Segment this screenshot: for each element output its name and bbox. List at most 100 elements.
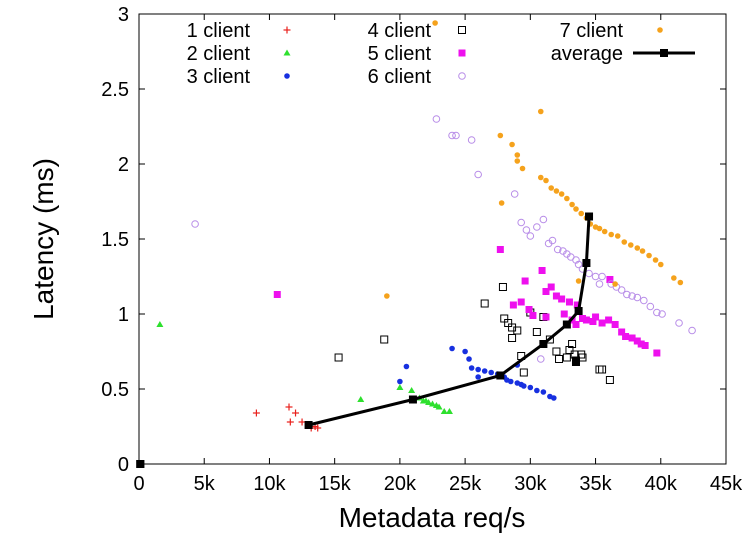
legend-marker — [458, 49, 466, 57]
data-point — [579, 315, 587, 322]
data-point — [565, 346, 574, 354]
data-point — [551, 395, 557, 401]
y-tick-label: 2.5 — [101, 79, 129, 101]
legend-entry: 1 client — [187, 20, 291, 42]
data-point — [481, 368, 488, 374]
data-point — [435, 403, 443, 410]
data-point — [252, 409, 260, 417]
x-tick-label: 5k — [194, 473, 216, 495]
legend-label: 5 client — [368, 43, 432, 65]
data-point — [462, 348, 468, 355]
legend-marker — [657, 27, 663, 33]
data-point — [553, 245, 562, 254]
data-point — [468, 365, 475, 371]
data-point — [498, 283, 507, 291]
data-point — [582, 316, 590, 324]
data-point — [564, 195, 570, 202]
data-point — [466, 356, 472, 362]
average-point — [585, 212, 594, 221]
data-point — [608, 231, 615, 238]
legend-marker — [284, 73, 290, 79]
data-point — [538, 267, 546, 274]
data-point — [509, 301, 517, 309]
data-point — [521, 383, 527, 389]
data-point — [532, 328, 541, 336]
data-point — [533, 223, 541, 231]
data-point — [384, 293, 390, 299]
data-point — [622, 333, 630, 340]
data-point — [380, 335, 389, 344]
legend-label: 6 client — [368, 66, 432, 88]
data-point — [191, 220, 199, 228]
legend-entry: 2 client — [187, 43, 291, 65]
data-point — [565, 298, 573, 306]
x-tick-label: 45k — [710, 473, 743, 495]
data-point — [527, 384, 534, 391]
data-point — [509, 141, 515, 148]
data-point — [537, 108, 544, 115]
data-point — [596, 225, 603, 232]
average-point — [582, 259, 591, 267]
data-point — [628, 334, 636, 342]
data-point — [657, 261, 664, 268]
data-point — [448, 131, 456, 140]
legend-label: 1 client — [187, 20, 251, 42]
data-point — [573, 301, 581, 309]
data-point — [637, 340, 645, 348]
data-point — [508, 334, 517, 342]
data-point — [440, 408, 448, 414]
y-tick-label: 1.5 — [101, 229, 129, 251]
data-point — [598, 319, 606, 327]
data-point — [633, 337, 641, 345]
x-tick-label: 30k — [514, 473, 547, 495]
data-point — [646, 252, 652, 259]
data-point — [562, 353, 571, 362]
data-point — [526, 232, 535, 240]
data-point — [545, 335, 554, 344]
data-point — [396, 384, 404, 390]
series-1-client — [136, 403, 322, 468]
data-point — [623, 290, 631, 299]
legend-entry: 7 client — [560, 20, 663, 42]
data-point — [496, 246, 504, 253]
data-point — [555, 355, 564, 363]
data-point — [601, 228, 608, 235]
data-point — [286, 418, 294, 426]
x-tick-label: 40k — [645, 473, 678, 495]
axis-ticks: 0 5k 10k 15k 20k 25k 30k 35k 40k 45k 0 0.5 1 1.5 2 2.5 3 — [101, 4, 743, 495]
data-point — [425, 399, 433, 405]
data-point — [507, 378, 514, 385]
legend-entry: 4 client — [368, 20, 466, 42]
data-point — [429, 400, 436, 407]
data-point — [611, 321, 619, 328]
data-point — [521, 277, 529, 285]
data-point — [618, 328, 626, 336]
data-point — [592, 313, 600, 321]
legend-entry: 6 client — [368, 66, 466, 88]
y-axis-label: Latency (ms) — [28, 158, 59, 320]
x-tick-label: 25k — [449, 473, 482, 495]
y-tick-label: 0.5 — [101, 379, 129, 401]
data-point — [403, 363, 410, 370]
data-point — [488, 369, 495, 376]
data-point — [552, 347, 561, 356]
data-point — [560, 310, 568, 318]
data-point — [449, 345, 455, 352]
data-point — [572, 321, 580, 328]
data-point — [605, 316, 613, 324]
data-point — [612, 281, 618, 287]
average-point — [539, 340, 548, 348]
data-point — [542, 313, 550, 321]
data-point — [534, 387, 540, 394]
data-point — [536, 355, 545, 363]
data-point — [553, 188, 560, 194]
data-point — [595, 280, 604, 288]
data-point — [589, 318, 597, 325]
data-point — [397, 378, 403, 385]
average-point — [574, 307, 583, 315]
series-4-client — [136, 283, 614, 468]
data-point — [605, 376, 614, 384]
data-point — [614, 233, 621, 239]
legend-entry: 3 client — [187, 66, 290, 88]
